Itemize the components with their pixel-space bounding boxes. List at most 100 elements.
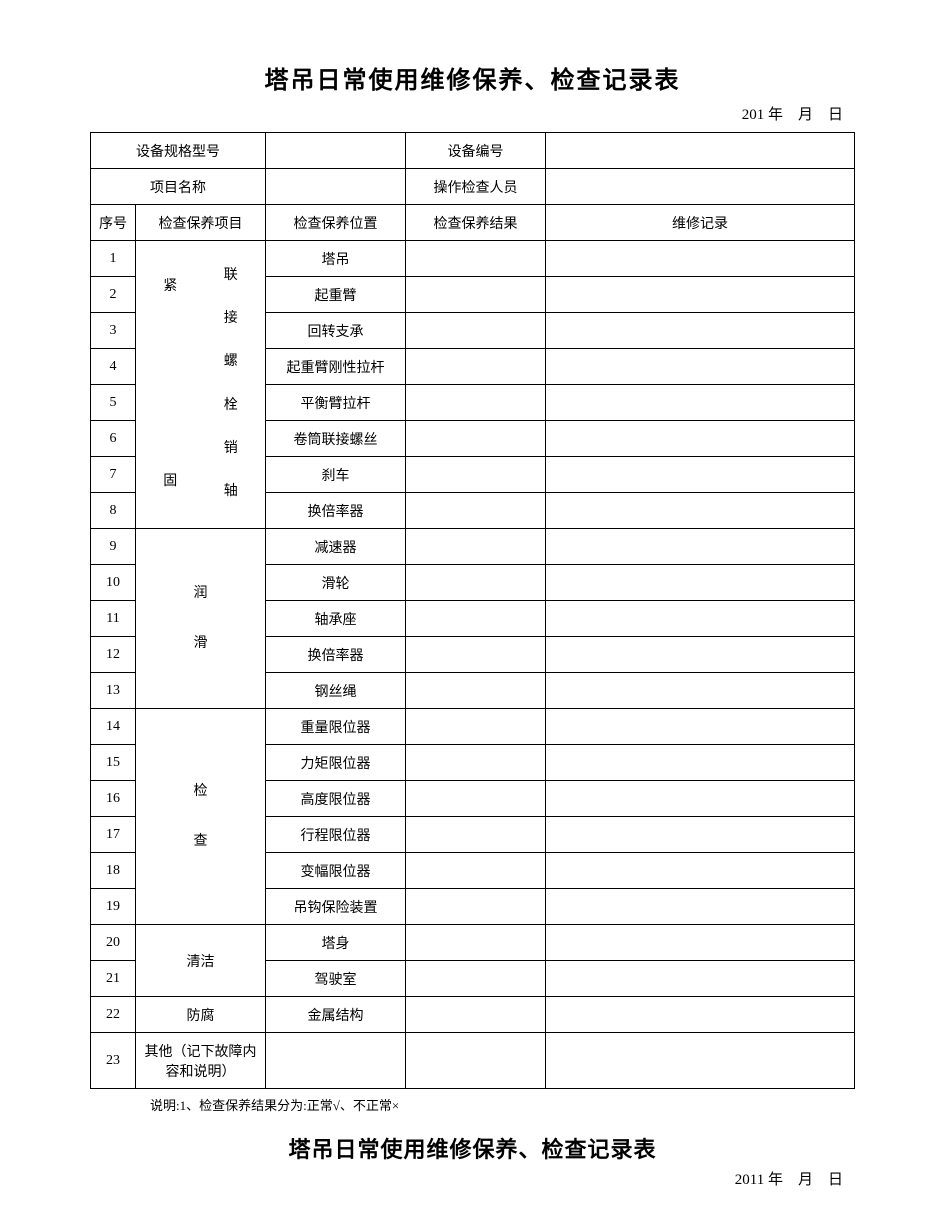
seq-cell: 13 bbox=[91, 673, 136, 709]
rec-cell bbox=[546, 241, 855, 277]
rec-cell bbox=[546, 349, 855, 385]
rec-cell bbox=[546, 709, 855, 745]
date-bottom: 2011 年 月 日 bbox=[90, 1168, 855, 1189]
col-rec: 维修记录 bbox=[546, 205, 855, 241]
res-cell bbox=[406, 1033, 546, 1089]
pos-cell: 卷筒联接螺丝 bbox=[266, 421, 406, 457]
pos-cell: 起重臂刚性拉杆 bbox=[266, 349, 406, 385]
rec-cell bbox=[546, 961, 855, 997]
pos-cell: 重量限位器 bbox=[266, 709, 406, 745]
res-cell bbox=[406, 673, 546, 709]
seq-cell: 15 bbox=[91, 745, 136, 781]
record-table: 设备规格型号 设备编号 项目名称 操作检查人员 序号 检查保养项目 检查保养位置… bbox=[90, 132, 855, 1089]
seq-cell: 18 bbox=[91, 853, 136, 889]
res-cell bbox=[406, 961, 546, 997]
pos-cell: 减速器 bbox=[266, 529, 406, 565]
pos-cell: 力矩限位器 bbox=[266, 745, 406, 781]
operator-value bbox=[546, 169, 855, 205]
pos-cell: 滑轮 bbox=[266, 565, 406, 601]
res-cell bbox=[406, 745, 546, 781]
pos-cell: 高度限位器 bbox=[266, 781, 406, 817]
seq-cell: 6 bbox=[91, 421, 136, 457]
rec-cell bbox=[546, 457, 855, 493]
col-item: 检查保养项目 bbox=[136, 205, 266, 241]
seq-cell: 5 bbox=[91, 385, 136, 421]
rec-cell bbox=[546, 781, 855, 817]
pos-cell: 吊钩保险装置 bbox=[266, 889, 406, 925]
spec-label: 设备规格型号 bbox=[91, 133, 266, 169]
seq-cell: 14 bbox=[91, 709, 136, 745]
table-row: 项目名称 操作检查人员 bbox=[91, 169, 855, 205]
pos-cell: 金属结构 bbox=[266, 997, 406, 1033]
res-cell bbox=[406, 925, 546, 961]
spec-value bbox=[266, 133, 406, 169]
seq-cell: 3 bbox=[91, 313, 136, 349]
seq-cell: 21 bbox=[91, 961, 136, 997]
res-cell bbox=[406, 241, 546, 277]
res-cell bbox=[406, 385, 546, 421]
seq-cell: 8 bbox=[91, 493, 136, 529]
rec-cell bbox=[546, 313, 855, 349]
pos-cell: 钢丝绳 bbox=[266, 673, 406, 709]
res-cell bbox=[406, 493, 546, 529]
devno-value bbox=[546, 133, 855, 169]
page-title: 塔吊日常使用维修保养、检查记录表 bbox=[90, 60, 855, 95]
pos-cell: 行程限位器 bbox=[266, 817, 406, 853]
item-cell-group3: 检查 bbox=[136, 709, 266, 925]
res-cell bbox=[406, 817, 546, 853]
pos-cell: 塔吊 bbox=[266, 241, 406, 277]
rec-cell bbox=[546, 421, 855, 457]
res-cell bbox=[406, 565, 546, 601]
rec-cell bbox=[546, 673, 855, 709]
seq-cell: 10 bbox=[91, 565, 136, 601]
item-cell-group4: 清洁 bbox=[136, 925, 266, 997]
seq-cell: 11 bbox=[91, 601, 136, 637]
res-cell bbox=[406, 277, 546, 313]
rec-cell bbox=[546, 637, 855, 673]
pos-cell: 驾驶室 bbox=[266, 961, 406, 997]
footnote: 说明:1、检查保养结果分为:正常√、不正常× bbox=[150, 1095, 855, 1114]
rec-cell bbox=[546, 817, 855, 853]
pos-cell: 换倍率器 bbox=[266, 637, 406, 673]
res-cell bbox=[406, 349, 546, 385]
pos-cell: 轴承座 bbox=[266, 601, 406, 637]
pos-cell: 刹车 bbox=[266, 457, 406, 493]
seq-cell: 9 bbox=[91, 529, 136, 565]
table-row: 22 防腐 金属结构 bbox=[91, 997, 855, 1033]
proj-value bbox=[266, 169, 406, 205]
seq-cell: 22 bbox=[91, 997, 136, 1033]
rec-cell bbox=[546, 493, 855, 529]
res-cell bbox=[406, 637, 546, 673]
pos-cell: 起重臂 bbox=[266, 277, 406, 313]
res-cell bbox=[406, 313, 546, 349]
pos-cell: 变幅限位器 bbox=[266, 853, 406, 889]
rec-cell bbox=[546, 277, 855, 313]
group1-left-text: 紧 固 bbox=[163, 255, 177, 515]
seq-cell: 12 bbox=[91, 637, 136, 673]
item-cell-group1: 紧 固 联接螺栓销轴 bbox=[136, 241, 266, 529]
res-cell bbox=[406, 997, 546, 1033]
page-title-2: 塔吊日常使用维修保养、检查记录表 bbox=[90, 1132, 855, 1164]
date-top: 201 年 月 日 bbox=[90, 103, 855, 124]
table-row: 序号 检查保养项目 检查保养位置 检查保养结果 维修记录 bbox=[91, 205, 855, 241]
res-cell bbox=[406, 889, 546, 925]
res-cell bbox=[406, 853, 546, 889]
pos-cell bbox=[266, 1033, 406, 1089]
item-cell-group2: 润滑 bbox=[136, 529, 266, 709]
devno-label: 设备编号 bbox=[406, 133, 546, 169]
item-cell-group5: 防腐 bbox=[136, 997, 266, 1033]
pos-cell: 塔身 bbox=[266, 925, 406, 961]
pos-cell: 换倍率器 bbox=[266, 493, 406, 529]
proj-label: 项目名称 bbox=[91, 169, 266, 205]
operator-label: 操作检查人员 bbox=[406, 169, 546, 205]
item-cell-group6: 其他（记下故障内容和说明） bbox=[136, 1033, 266, 1089]
pos-cell: 平衡臂拉杆 bbox=[266, 385, 406, 421]
pos-cell: 回转支承 bbox=[266, 313, 406, 349]
table-row: 23 其他（记下故障内容和说明） bbox=[91, 1033, 855, 1089]
seq-cell: 19 bbox=[91, 889, 136, 925]
table-row: 20 清洁 塔身 bbox=[91, 925, 855, 961]
seq-cell: 4 bbox=[91, 349, 136, 385]
seq-cell: 23 bbox=[91, 1033, 136, 1089]
table-row: 14 检查 重量限位器 bbox=[91, 709, 855, 745]
col-res: 检查保养结果 bbox=[406, 205, 546, 241]
